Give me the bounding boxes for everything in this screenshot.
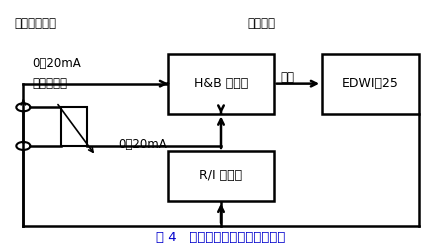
Bar: [61, 107, 87, 146]
Text: 0－20mA: 0－20mA: [32, 57, 81, 70]
Text: 仓重偏差信号: 仓重偏差信号: [15, 17, 57, 30]
Text: 0－20mA: 0－20mA: [118, 138, 167, 151]
Text: H&B 比较器: H&B 比较器: [194, 77, 248, 90]
Text: 阀门控制: 阀门控制: [248, 17, 275, 30]
Text: R/I 转换器: R/I 转换器: [199, 169, 243, 182]
Text: 图 4   仓料位控制电路基本原理图: 图 4 仓料位控制电路基本原理图: [156, 231, 286, 244]
Bar: [168, 54, 274, 114]
Bar: [168, 151, 274, 201]
Text: EDWI－25: EDWI－25: [342, 77, 399, 90]
Text: 信号: 信号: [280, 71, 294, 84]
Bar: [322, 54, 419, 114]
Text: 位控制阀门: 位控制阀门: [32, 77, 67, 90]
